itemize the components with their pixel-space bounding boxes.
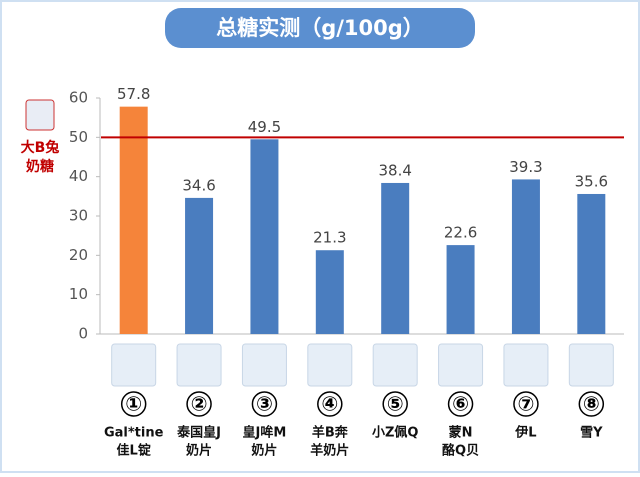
value-label: 22.6 — [444, 224, 477, 242]
category-number: ③ — [256, 392, 273, 416]
x-tick-label: 泰国皇J — [176, 425, 221, 441]
x-tick-label: 伊L — [514, 425, 536, 441]
bar — [250, 139, 279, 334]
chart-title: 总糖实测（g/100g） — [216, 16, 424, 40]
y-tick-label: 0 — [78, 325, 88, 343]
product-image — [438, 343, 484, 387]
x-tick-label: 佳L锭 — [117, 443, 151, 459]
product-image — [176, 343, 222, 387]
number-badge — [578, 391, 605, 417]
value-label: 38.4 — [378, 161, 411, 179]
product-image — [503, 343, 549, 387]
category-number: ⑧ — [583, 392, 600, 416]
y-tick-label: 10 — [69, 285, 88, 303]
value-label: 21.3 — [313, 229, 346, 247]
number-badge — [120, 391, 147, 417]
value-label: 34.6 — [182, 176, 215, 194]
number-badge — [447, 391, 474, 417]
number-badge — [317, 391, 343, 417]
bar — [446, 245, 475, 334]
y-tick-label: 40 — [69, 167, 88, 185]
category-number: ④ — [321, 392, 338, 416]
bar — [381, 182, 410, 334]
number-badge — [251, 391, 278, 417]
bar — [119, 106, 148, 334]
value-label: 35.6 — [575, 172, 608, 190]
product-image — [372, 343, 418, 387]
category-number: ⑦ — [517, 392, 534, 416]
category-number: ② — [191, 392, 208, 416]
x-tick-label: 羊奶片 — [310, 443, 349, 459]
value-label: 57.8 — [117, 85, 150, 103]
x-tick-label: 小Z佩Q — [372, 425, 418, 441]
y-tick-label: 30 — [69, 207, 88, 225]
x-tick-label: 奶片 — [185, 443, 212, 459]
category-number: ① — [125, 392, 142, 416]
product-image — [111, 343, 157, 387]
y-tick-label: 60 — [69, 89, 88, 107]
category-number: ⑥ — [452, 392, 469, 416]
value-label: 39.3 — [509, 158, 542, 176]
reference-label: 奶糖 — [26, 158, 54, 175]
x-tick-label: 奶片 — [250, 443, 277, 459]
title-banner — [165, 8, 475, 48]
bar — [315, 250, 344, 334]
bar — [185, 197, 214, 334]
number-badge — [382, 391, 408, 417]
number-badge — [186, 391, 212, 417]
x-tick-label: 蒙N — [449, 425, 473, 441]
bar — [511, 179, 540, 334]
number-badge — [513, 391, 539, 417]
y-tick-label: 20 — [69, 246, 88, 264]
value-label: 49.5 — [248, 118, 281, 136]
reference-product-image — [25, 99, 55, 131]
x-tick-label: 酪Q贝 — [442, 443, 479, 459]
x-tick-label: 雪Y — [580, 425, 603, 441]
x-tick-label: Gal*tine — [104, 426, 164, 441]
bar — [577, 193, 606, 334]
category-number: ⑤ — [387, 392, 404, 416]
reference-label: 大B兔 — [21, 139, 60, 156]
x-tick-label: 羊B奔 — [312, 425, 349, 441]
product-image — [241, 343, 287, 387]
product-image — [307, 343, 353, 387]
product-image — [568, 343, 614, 387]
x-tick-label: 皇J哞M — [243, 425, 287, 441]
y-tick-label: 50 — [69, 128, 88, 146]
